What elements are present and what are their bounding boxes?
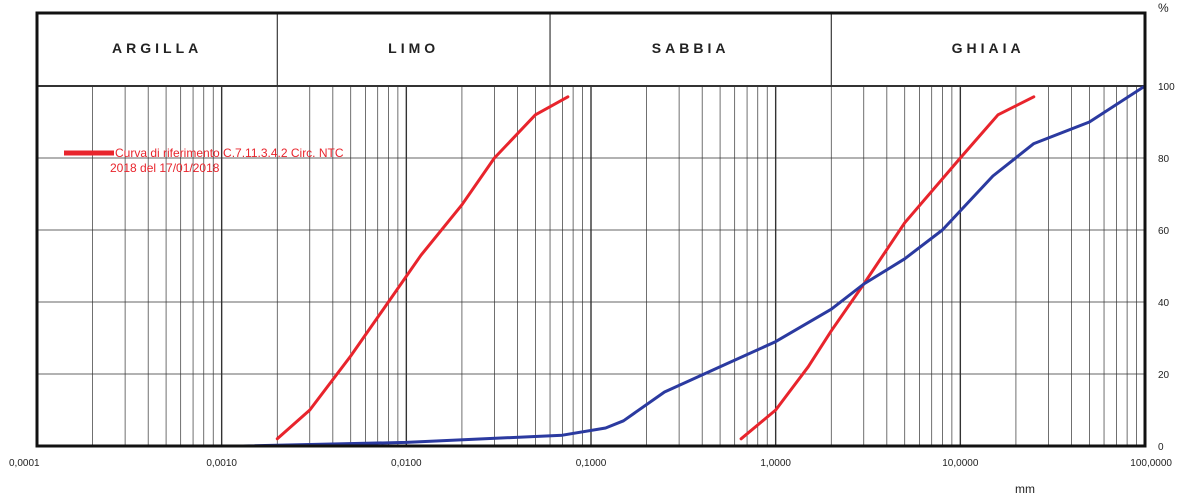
series-layer <box>241 84 1147 448</box>
y-tick-label: 60 <box>1158 226 1170 237</box>
sample-curve-line <box>241 84 1147 448</box>
x-unit-label: mm <box>1015 482 1035 496</box>
x-tick-label: 0,0100 <box>391 458 422 469</box>
x-tick-label: 0,1000 <box>576 458 607 469</box>
y-unit-label: % <box>1158 1 1169 15</box>
x-tick-label: 1,0000 <box>760 458 791 469</box>
legend-label: Curva di riferimento C.7.11.3.4.2 Circ. … <box>115 146 344 160</box>
x-tick-label: 10,0000 <box>942 458 979 469</box>
y-tick-label: 0 <box>1158 442 1164 453</box>
zone-label: LIMO <box>388 40 439 56</box>
reference-curve-fine-limit-line <box>275 95 570 441</box>
y-tick-label: 40 <box>1158 298 1170 309</box>
x-tick-label: 0,0010 <box>206 458 237 469</box>
zone-label: SABBIA <box>652 40 730 56</box>
x-tick-labels: 0,0001 0,0010 0,0100 0,1000 1,0000 10,0000 100… <box>9 458 1172 469</box>
y-tick-labels: 0 20 40 60 80 100 <box>1158 82 1175 453</box>
y-tick-label: 100 <box>1158 82 1175 93</box>
legend: Curva di riferimento C.7.11.3.4.2 Circ. … <box>64 146 344 175</box>
zone-label: GHIAIA <box>952 40 1025 56</box>
x-tick-label: 0,0001 <box>9 458 40 469</box>
x-tick-label: 100,0000 <box>1130 458 1172 469</box>
y-tick-label: 20 <box>1158 370 1170 381</box>
legend-label: 2018 del 17/01/2018 <box>110 161 220 175</box>
plot-frame <box>35 11 1147 448</box>
zone-label: ARGILLA <box>112 40 202 56</box>
y-tick-label: 80 <box>1158 154 1170 165</box>
